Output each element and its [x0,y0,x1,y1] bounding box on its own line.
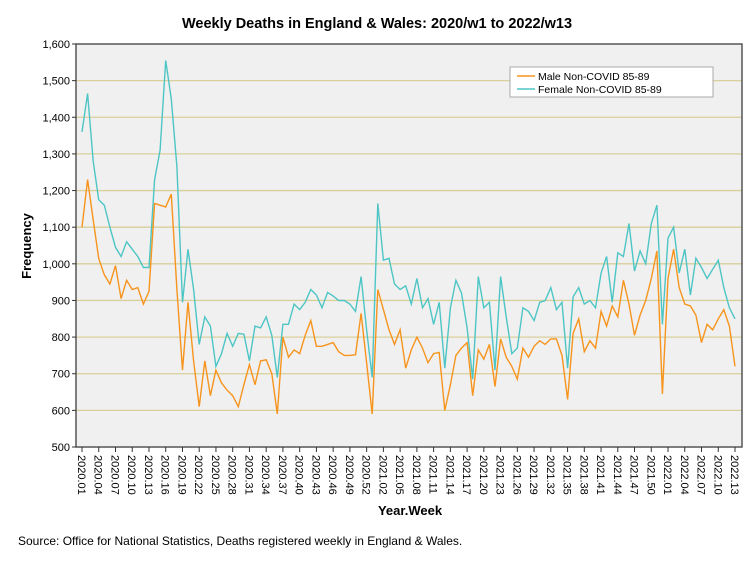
y-tick-label: 700 [52,369,70,381]
y-tick-label: 1,600 [42,39,70,51]
y-tick-label: 1,400 [42,112,70,124]
y-tick-label: 500 [52,442,70,454]
plot-frame [75,43,743,448]
x-tick-label: 2020.37 [276,455,288,495]
x-tick-label: 2021.02 [376,455,388,495]
x-tick-label: 2021.47 [628,455,640,495]
series-line-male-non-covid-85-89 [81,179,736,415]
y-tick-label: 1,100 [42,222,70,234]
x-tick-label: 2020.19 [175,455,187,495]
x-tick-label: 2021.11 [427,455,439,494]
x-tick-label: 2020.04 [92,455,104,495]
x-tick-label: 2022.01 [661,455,673,495]
x-tick-label: 2021.44 [611,455,623,495]
series-line-female-non-covid-85-89 [81,60,736,380]
y-tick-label: 800 [52,332,70,344]
y-tick-label: 1,000 [42,259,70,271]
x-tick-label: 2021.41 [594,455,606,495]
x-tick-label: 2021.26 [510,455,522,495]
y-axis-label: Frequency [19,212,34,279]
x-tick-label: 2021.50 [644,455,656,495]
plot-area [76,44,742,447]
chart-title: Weekly Deaths in England & Wales: 2020/w… [182,16,572,32]
source-note: Source: Office for National Statistics, … [18,534,463,548]
x-tick-label: 2020.07 [108,455,120,495]
x-tick-label: 2022.07 [695,455,707,495]
x-tick-label: 2020.31 [242,455,254,495]
x-tick-label: 2021.08 [410,455,422,495]
x-tick-label: 2021.20 [477,455,489,495]
y-tick-label: 1,200 [42,186,70,198]
x-tick-label: 2020.10 [125,455,137,495]
x-tick-label: 2021.35 [561,455,573,495]
x-tick-label: 2021.29 [527,455,539,495]
x-tick-label: 2021.38 [577,455,589,495]
x-tick-label: 2020.25 [209,455,221,495]
x-tick-label: 2020.52 [360,455,372,495]
y-tick-label: 900 [52,295,70,307]
legend-label: Female Non-COVID 85-89 [538,84,662,96]
x-tick-label: 2020.40 [293,455,305,495]
y-tick-label: 1,500 [42,76,70,88]
x-tick-label: 2020.16 [159,455,171,495]
x-tick-label: 2022.04 [678,455,690,495]
y-tick-label: 1,300 [42,149,70,161]
x-tick-label: 2021.05 [393,455,405,495]
x-axis-label: Year.Week [378,503,443,518]
x-tick-label: 2020.34 [259,455,271,495]
x-tick-label: 2020.01 [75,455,87,495]
legend-box [509,66,714,98]
x-tick-label: 2021.23 [494,455,506,495]
x-tick-label: 2020.43 [309,455,321,495]
legend-label: Male Non-COVID 85-89 [538,71,650,83]
x-tick-label: 2020.49 [343,455,355,495]
x-tick-label: 2021.32 [544,455,556,495]
x-tick-label: 2022.13 [728,455,740,495]
x-tick-label: 2022.10 [711,455,723,495]
x-tick-label: 2021.17 [460,455,472,495]
x-tick-label: 2020.28 [226,455,238,495]
x-tick-label: 2021.14 [443,455,455,495]
y-tick-label: 600 [52,405,70,417]
x-tick-label: 2020.22 [192,455,204,495]
x-tick-label: 2020.46 [326,455,338,495]
x-tick-label: 2020.13 [142,455,154,495]
